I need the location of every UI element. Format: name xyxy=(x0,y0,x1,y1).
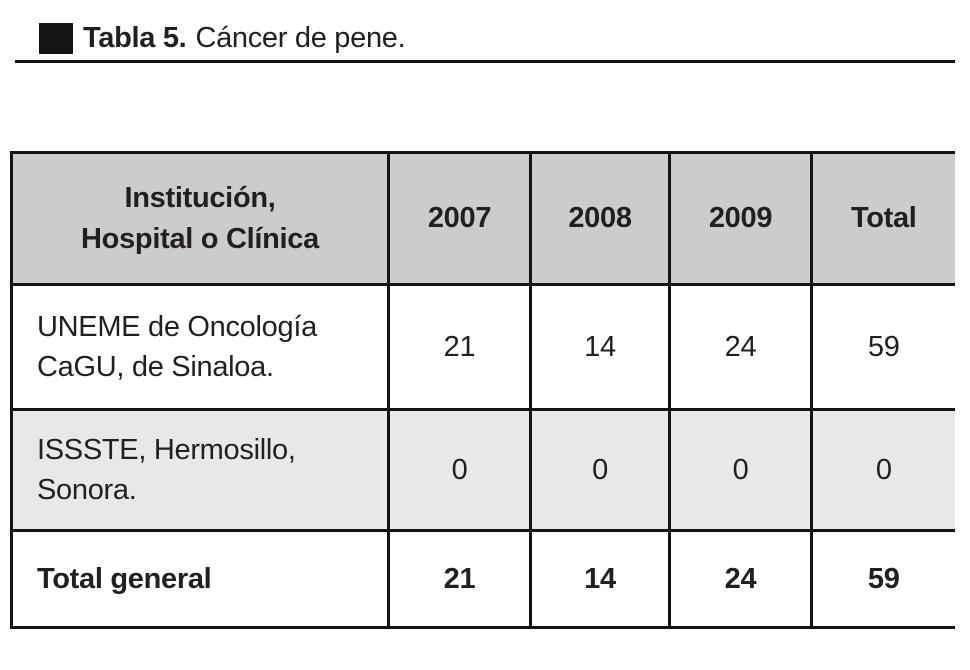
column-header-institution: Institución, Hospital o Clínica xyxy=(10,151,390,286)
institution-name-cell: ISSSTE, Hermosillo, Sonora. xyxy=(10,408,390,532)
value-cell-total: 0 xyxy=(810,408,955,532)
table-row-total-general: Total general 21 14 24 59 xyxy=(10,529,955,629)
table-subject-label: Cáncer de pene. xyxy=(195,22,406,54)
value-cell-2007: 21 xyxy=(387,283,532,411)
total-cell-2007: 21 xyxy=(387,529,532,629)
total-cell-total: 59 xyxy=(810,529,955,629)
value-cell-2008: 14 xyxy=(529,283,671,411)
institution-name-line2: CaGU, de Sinaloa. xyxy=(37,351,274,383)
total-cell-2008: 14 xyxy=(529,529,671,629)
institution-name-cell: UNEME de Oncología CaGU, de Sinaloa. xyxy=(10,283,390,411)
value-cell-2007: 0 xyxy=(387,408,532,532)
table-row-uneme: UNEME de Oncología CaGU, de Sinaloa. 21 … xyxy=(10,283,955,411)
column-header-2008: 2008 xyxy=(529,151,671,286)
total-cell-2009: 24 xyxy=(668,529,813,629)
data-table: Institución, Hospital o Clínica 2007 200… xyxy=(10,151,955,629)
institution-name-line2: Sonora. xyxy=(37,474,137,506)
total-general-label-cell: Total general xyxy=(10,529,390,629)
caption-divider xyxy=(15,60,955,63)
value-cell-2009: 0 xyxy=(668,408,813,532)
column-header-2009: 2009 xyxy=(668,151,813,286)
table-caption: Tabla 5. Cáncer de pene. xyxy=(39,22,406,55)
table-number-label: Tabla 5. xyxy=(83,22,187,54)
table-row-issste: ISSSTE, Hermosillo, Sonora. 0 0 0 0 xyxy=(10,408,955,532)
value-cell-total: 59 xyxy=(810,283,955,411)
page-title: Tabla 5. Cáncer de pene. xyxy=(83,22,406,55)
institution-name-line1: ISSSTE, Hermosillo, xyxy=(37,433,296,466)
column-header-institution-line1: Institución, xyxy=(124,182,276,215)
value-cell-2008: 0 xyxy=(529,408,671,532)
column-header-institution-line2: Hospital o Clínica xyxy=(81,222,319,255)
black-square-icon xyxy=(39,23,73,54)
column-header-2007: 2007 xyxy=(387,151,532,286)
table-header-row: Institución, Hospital o Clínica 2007 200… xyxy=(10,151,955,286)
value-cell-2009: 24 xyxy=(668,283,813,411)
column-header-total: Total xyxy=(810,151,955,286)
institution-name-line1: UNEME de Oncología xyxy=(37,310,317,343)
